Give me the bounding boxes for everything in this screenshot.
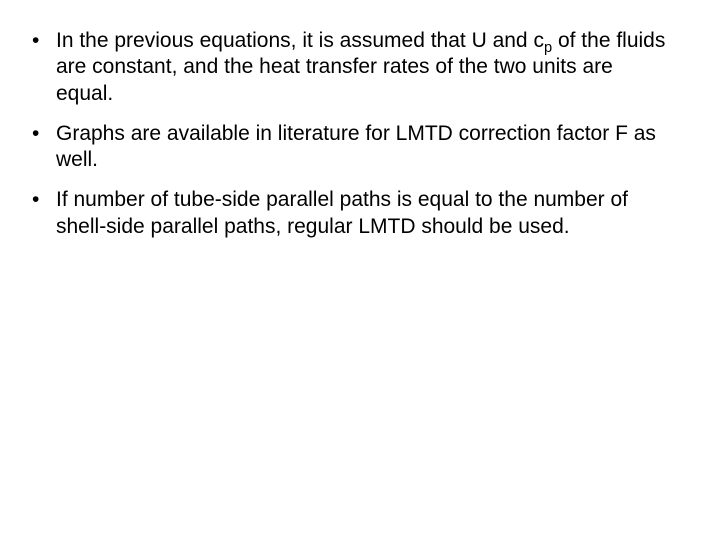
bullet-text-pre: Graphs are available in literature for L… — [56, 122, 656, 171]
bullet-text-sub: p — [544, 40, 552, 56]
slide-body: In the previous equations, it is assumed… — [0, 0, 720, 540]
bullet-text-pre: If number of tube-side parallel paths is… — [56, 188, 628, 237]
list-item: In the previous equations, it is assumed… — [28, 28, 672, 107]
list-item: Graphs are available in literature for L… — [28, 121, 672, 174]
bullet-list: In the previous equations, it is assumed… — [28, 28, 672, 240]
bullet-text-pre: In the previous equations, it is assumed… — [56, 29, 544, 52]
list-item: If number of tube-side parallel paths is… — [28, 187, 672, 240]
